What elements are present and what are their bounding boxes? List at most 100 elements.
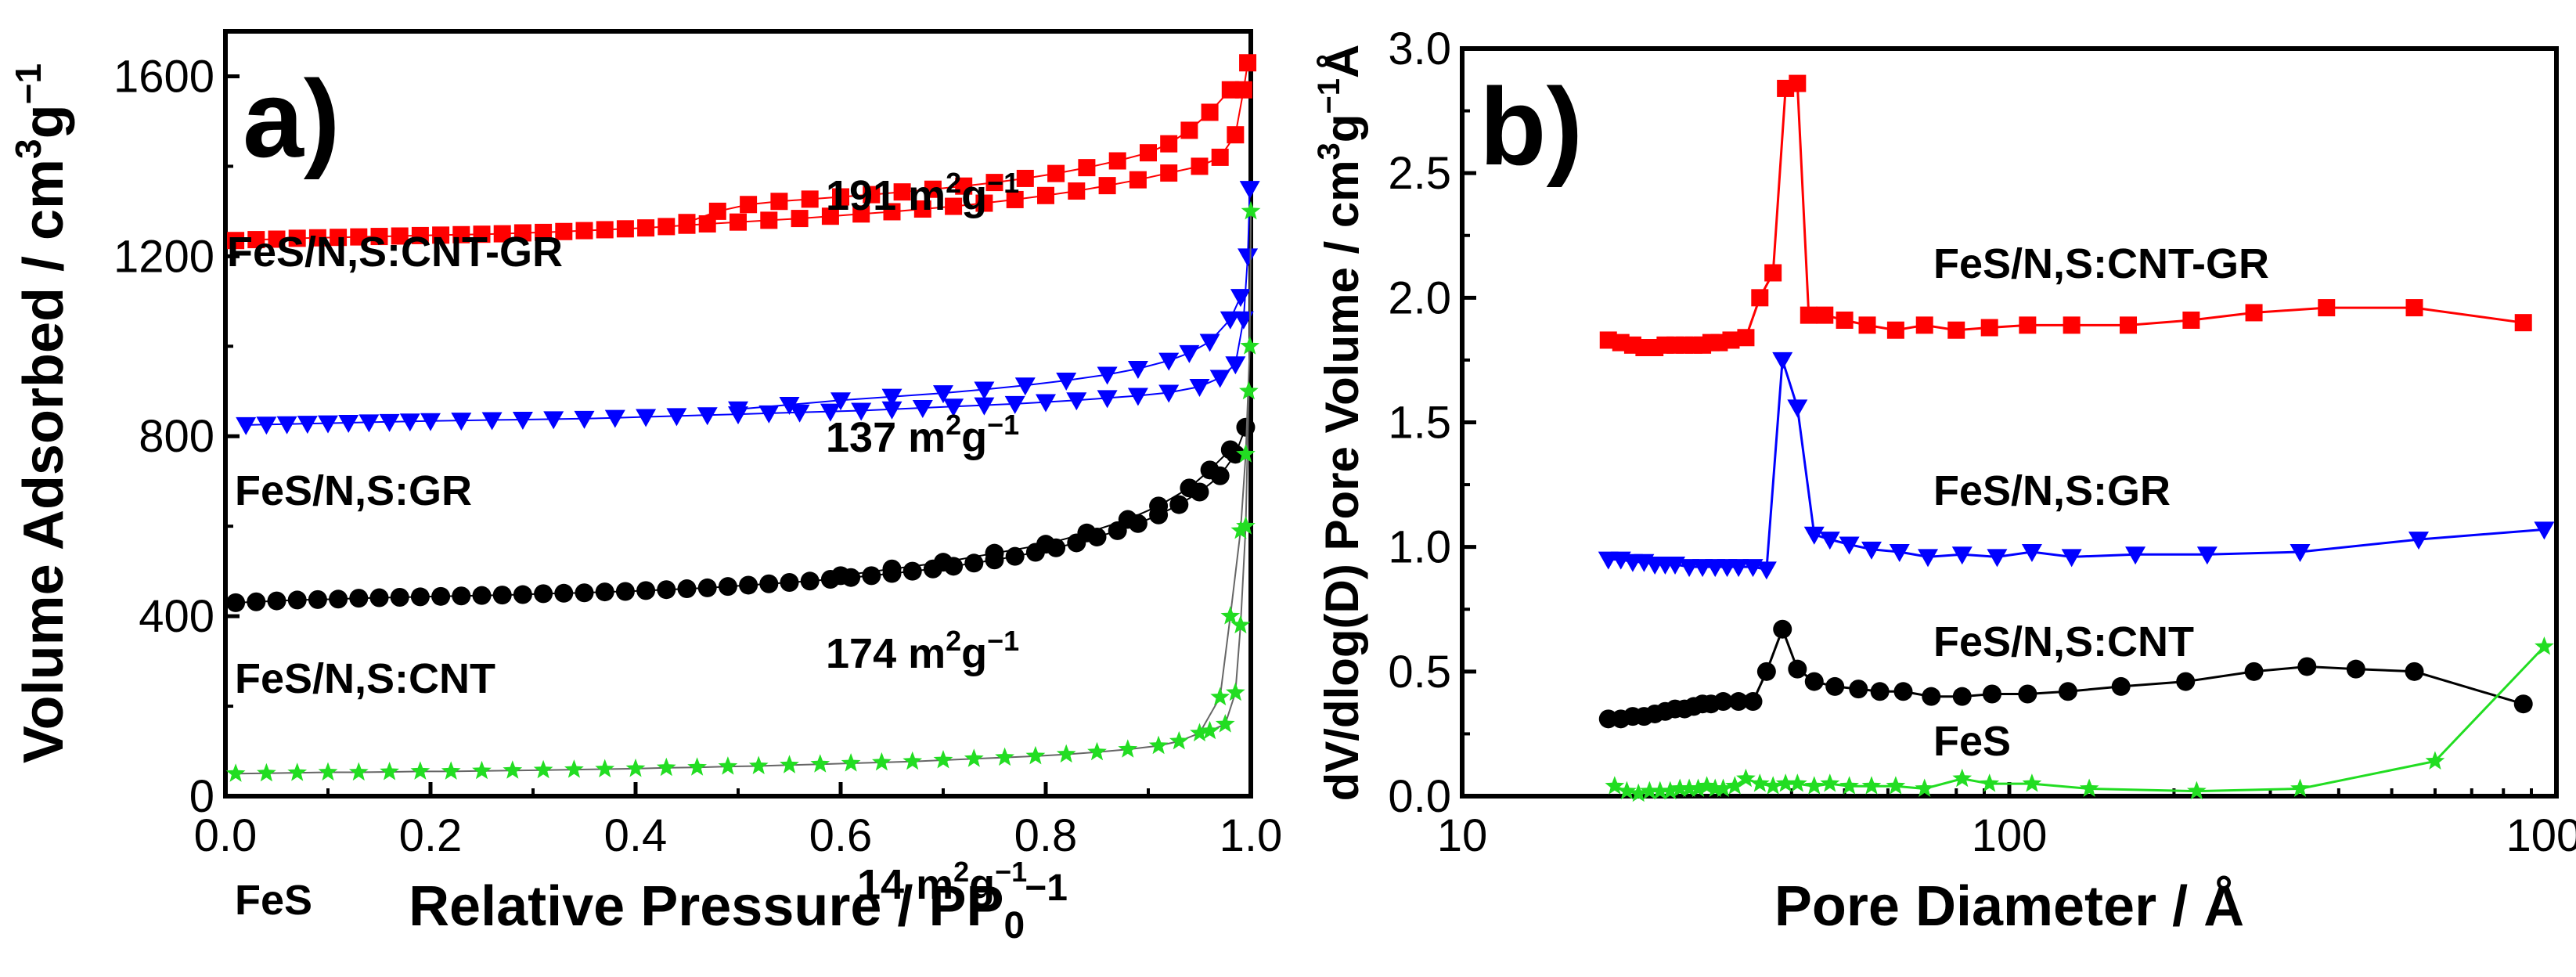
panel-b-series-2 <box>1598 619 2533 729</box>
data-point <box>636 409 657 427</box>
panel-a-series-1 <box>236 181 1260 435</box>
data-point <box>2297 657 2317 676</box>
data-point <box>1713 778 1733 797</box>
data-point <box>2125 546 2146 565</box>
panel-a-series-name: FeS/N,S:CNT <box>235 655 495 702</box>
data-point <box>410 587 430 607</box>
data-point <box>1118 510 1137 529</box>
data-point <box>1036 535 1055 554</box>
data-point <box>1743 692 1763 712</box>
data-point <box>2021 544 2042 563</box>
data-point <box>1628 783 1648 802</box>
data-point <box>883 203 901 221</box>
data-point <box>974 381 995 400</box>
data-point <box>225 763 246 782</box>
panel-a-ytick-label: 800 <box>139 411 214 462</box>
data-point <box>1210 687 1230 706</box>
panel-a: a) 0.0 0.2 0.4 0.6 0.8 1.0 0 400 800 1200 1600 FeS… <box>8 29 1282 946</box>
data-point <box>1825 676 1845 696</box>
data-point <box>903 561 922 581</box>
panel-b-series-3 <box>1605 636 2554 802</box>
panel-a-xtick-label: 0.0 <box>194 810 258 861</box>
data-point <box>1209 370 1230 388</box>
data-point <box>1200 460 1220 480</box>
data-point <box>1221 81 1239 99</box>
panel-a-xlabel: Relative Pressure / PP0−1 <box>409 867 1068 946</box>
adsorption-line <box>246 189 1251 426</box>
data-point <box>1889 544 1910 563</box>
data-point <box>350 228 368 246</box>
data-point <box>267 591 286 611</box>
data-point <box>955 177 973 195</box>
data-point <box>841 753 861 772</box>
data-point <box>1915 316 1933 334</box>
data-point <box>820 403 841 422</box>
data-point <box>810 754 830 773</box>
data-point <box>2245 304 2263 322</box>
panel-b-frame <box>1460 46 2559 799</box>
data-point <box>924 180 942 198</box>
data-point <box>1148 735 1169 755</box>
data-point <box>318 762 338 781</box>
data-point <box>1189 379 1210 398</box>
panel-a-ytick-label: 1200 <box>113 231 214 282</box>
data-point <box>1725 776 1745 795</box>
data-point <box>348 762 369 781</box>
data-point <box>1160 135 1178 153</box>
data-point <box>1772 352 1793 370</box>
data-point <box>2182 311 2200 329</box>
data-point <box>1729 692 1749 712</box>
data-point <box>2022 773 2042 792</box>
panel-b-ylabel: dV/dlog(D) Pore Volume / cm3g−1Å <box>1312 45 1368 802</box>
panel-b-xlabel: Pore Diameter / Å <box>1774 875 2244 938</box>
data-point <box>1804 776 1825 795</box>
data-point <box>2058 682 2077 701</box>
area-sup: 2 <box>946 167 961 199</box>
data-point <box>452 586 471 606</box>
data-point <box>1047 164 1065 182</box>
data-point <box>830 392 851 411</box>
data-point <box>297 416 318 434</box>
data-point <box>604 409 625 428</box>
data-point <box>1679 778 1699 797</box>
data-point <box>1849 680 1868 699</box>
data-point <box>831 566 850 586</box>
data-point <box>420 413 441 431</box>
data-point <box>1179 344 1200 363</box>
panel-b-label: b) <box>1479 65 1583 188</box>
data-point <box>1227 126 1245 144</box>
data-point <box>1200 720 1220 740</box>
data-point <box>247 231 265 249</box>
data-point <box>1036 394 1056 413</box>
data-point <box>759 574 779 593</box>
data-point <box>801 190 819 208</box>
data-point <box>1077 523 1097 543</box>
area-unit: g <box>961 172 987 219</box>
data-point <box>1819 532 1840 550</box>
panel-a-series-name: FeS/N,S:GR <box>235 467 472 514</box>
data-point <box>1804 672 1824 691</box>
data-point <box>1775 773 1796 792</box>
data-point <box>596 221 614 239</box>
data-point <box>1025 745 1046 765</box>
data-point <box>934 553 953 572</box>
data-point <box>1127 361 1148 380</box>
data-point <box>318 415 338 434</box>
data-point <box>933 385 953 404</box>
data-point <box>452 225 470 243</box>
data-point <box>677 579 697 599</box>
data-point <box>1215 714 1235 733</box>
data-point <box>964 748 984 767</box>
area-unit: g <box>961 414 987 461</box>
data-point <box>636 581 656 600</box>
data-point <box>1127 388 1148 406</box>
data-point <box>1239 54 1257 72</box>
data-point <box>575 222 593 240</box>
data-point <box>779 397 800 416</box>
panel-b-series-name: FeS/N,S:CNT-GR <box>1933 240 2269 287</box>
data-point <box>1056 744 1076 763</box>
data-point <box>1225 356 1246 375</box>
panel-a-series-name: FeS/N,S:CNT-GR <box>227 229 563 276</box>
